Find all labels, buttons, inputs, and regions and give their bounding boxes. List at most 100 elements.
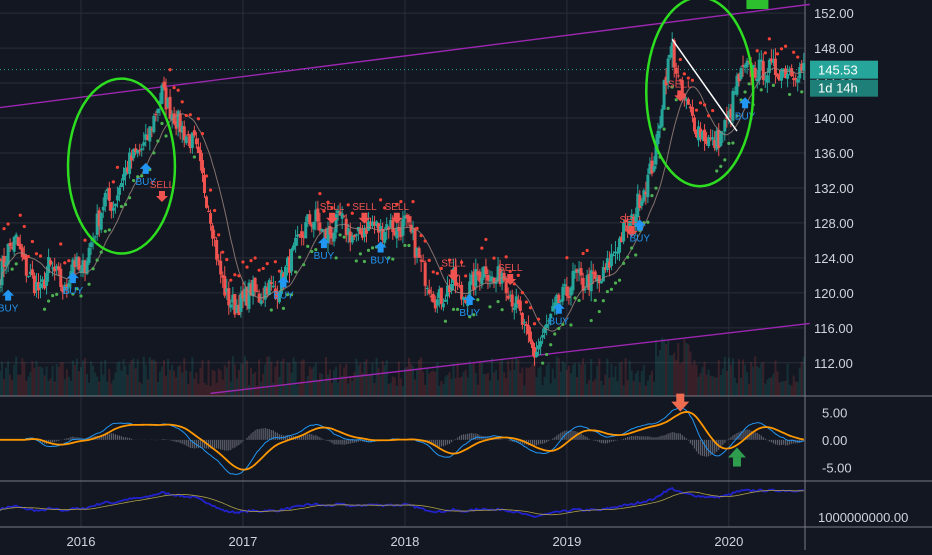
- volume-bar: [305, 383, 307, 396]
- volume-bar: [27, 376, 29, 396]
- buy-label: BUY: [630, 234, 651, 245]
- macd-histogram-bar: [119, 436, 120, 440]
- volume-bar: [44, 376, 46, 396]
- sar-dot: [363, 260, 366, 263]
- candle-body: [9, 243, 12, 246]
- macd-histogram-bar: [226, 440, 227, 451]
- macd-histogram-bar: [240, 440, 241, 444]
- sar-dot: [699, 101, 702, 104]
- volume-bar: [726, 371, 728, 396]
- macd-histogram-bar: [115, 434, 116, 440]
- volume-bar: [556, 356, 558, 396]
- macd-histogram-bar: [556, 436, 557, 440]
- sar-dot: [11, 268, 14, 271]
- volume-bar: [153, 360, 155, 396]
- volume-bar: [116, 363, 118, 396]
- volume-bar: [643, 365, 645, 396]
- time-tick-label: 2017: [228, 534, 257, 549]
- volume-bar: [444, 377, 446, 396]
- volume-bar: [181, 372, 183, 396]
- volume-bar: [691, 364, 693, 396]
- macd-histogram-bar: [188, 440, 189, 447]
- sar-dot: [241, 260, 244, 263]
- volume-bar: [756, 366, 758, 396]
- macd-histogram-bar: [54, 440, 55, 442]
- candle-body: [351, 236, 354, 242]
- volume-bar: [133, 359, 135, 396]
- volume-bar: [141, 384, 143, 396]
- macd-histogram-bar: [680, 434, 681, 440]
- volume-bar: [315, 363, 317, 396]
- candle-body: [594, 271, 597, 278]
- sar-dot: [743, 90, 746, 93]
- macd-histogram-bar: [319, 437, 320, 440]
- volume-bar: [54, 381, 56, 396]
- sar-dot: [602, 299, 605, 302]
- sar-dot: [83, 239, 86, 242]
- volume-bar: [523, 386, 525, 396]
- candle-body: [687, 99, 690, 105]
- sar-dot: [598, 310, 601, 313]
- volume-bar: [614, 366, 616, 396]
- volume-bar: [410, 363, 412, 396]
- macd-histogram-bar: [686, 438, 687, 439]
- volume-bar: [459, 378, 461, 396]
- sar-dot: [723, 158, 726, 161]
- candle-body: [160, 85, 163, 104]
- price-tick-label: 140.00: [814, 111, 854, 126]
- macd-histogram-bar: [125, 437, 126, 440]
- macd-histogram-bar: [220, 440, 221, 450]
- candle-body: [31, 269, 34, 275]
- volume-bar: [538, 368, 540, 396]
- macd-histogram-bar: [641, 436, 642, 440]
- volume-bar: [287, 362, 289, 396]
- volume-bar: [238, 370, 240, 396]
- volume-bar: [461, 376, 463, 396]
- volume-bar: [789, 384, 791, 396]
- volume-bar: [568, 366, 570, 396]
- volume-bar: [37, 367, 39, 396]
- macd-histogram-bar: [449, 440, 450, 444]
- macd-histogram-bar: [554, 437, 555, 440]
- volume-bar: [183, 358, 185, 396]
- sar-dot: [104, 230, 107, 233]
- volume-bar: [598, 359, 600, 396]
- volume-bar: [750, 362, 752, 396]
- volume-bar: [262, 374, 264, 396]
- macd-histogram-bar: [755, 432, 756, 439]
- volume-bar: [177, 366, 179, 396]
- volume-bar: [536, 377, 538, 396]
- sar-dot: [675, 98, 678, 101]
- candle-body: [343, 215, 346, 216]
- sar-dot: [294, 270, 297, 273]
- sar-dot: [452, 308, 455, 311]
- sar-dot: [784, 45, 787, 48]
- candle-body: [59, 269, 62, 287]
- volume-bar: [473, 362, 475, 396]
- volume-bar: [317, 381, 319, 396]
- candle-body: [94, 236, 97, 237]
- sar-dot: [776, 52, 779, 55]
- volume-bar: [673, 353, 675, 396]
- volume-bar: [169, 370, 171, 396]
- volume-bar: [268, 356, 270, 396]
- sar-dot: [185, 114, 188, 117]
- sar-dot: [731, 141, 734, 144]
- macd-histogram-bar: [259, 429, 260, 440]
- sar-dot: [274, 260, 277, 263]
- macd-histogram-bar: [773, 440, 774, 444]
- sar-dot: [476, 298, 479, 301]
- volume-bar: [453, 363, 455, 396]
- candle-body: [519, 301, 522, 311]
- sar-dot: [573, 296, 576, 299]
- candle-body: [193, 130, 196, 135]
- sar-dot: [160, 122, 163, 125]
- price-tick-label: 128.00: [814, 216, 854, 231]
- volume-bar: [112, 380, 114, 396]
- price-tick-label: 124.00: [814, 251, 854, 266]
- sar-dot: [622, 262, 625, 265]
- macd-histogram-bar: [510, 440, 511, 441]
- volume-bar: [240, 364, 242, 396]
- volume-bar: [772, 374, 774, 396]
